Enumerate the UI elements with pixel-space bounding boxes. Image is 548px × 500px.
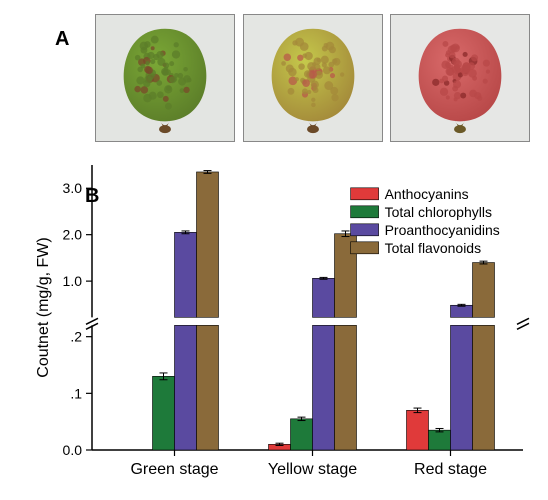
bar-Green stage-flavonoids-upper	[197, 172, 219, 317]
bar-Green stage-proanthocyanidins-lower	[175, 325, 197, 450]
bar-Yellow stage-chlorophylls	[291, 419, 313, 450]
bar-Red stage-proanthocyanidins-upper	[451, 305, 473, 317]
svg-text:1.0: 1.0	[63, 273, 83, 289]
legend-label-chlorophylls: Total chlorophylls	[385, 204, 492, 220]
red-stage-fruit	[390, 14, 530, 142]
svg-text:3.0: 3.0	[63, 180, 83, 196]
green-stage-fruit	[95, 14, 235, 142]
bar-Green stage-chlorophylls	[153, 376, 175, 450]
legend-swatch-flavonoids	[351, 242, 379, 254]
bar-Yellow stage-proanthocyanidins-lower	[313, 325, 335, 450]
bar-Yellow stage-flavonoids-lower	[335, 325, 357, 450]
yellow-stage-fruit	[243, 14, 383, 142]
legend-swatch-anthocyanins	[351, 188, 379, 200]
svg-text:.1: .1	[70, 385, 82, 401]
bar-Green stage-flavonoids-lower	[197, 325, 219, 450]
svg-text:0.0: 0.0	[63, 442, 83, 458]
bar-Red stage-chlorophylls	[429, 430, 451, 450]
svg-text:2.0: 2.0	[63, 227, 83, 243]
svg-text:Yellow stage: Yellow stage	[268, 461, 357, 478]
panel-a	[0, 10, 548, 150]
panel-b-chart: 0.0 .1 .2 1.0 2.0 3.0 Coutnet (mg/g, FW) Green …	[30, 155, 535, 490]
bar-Green stage-proanthocyanidins-upper	[175, 232, 197, 317]
legend-label-anthocyanins: Anthocyanins	[385, 186, 469, 202]
legend-label-proanthocyanidins: Proanthocyanidins	[385, 222, 500, 238]
legend-swatch-chlorophylls	[351, 206, 379, 218]
bar-Red stage-proanthocyanidins-lower	[451, 325, 473, 450]
svg-text:Green stage: Green stage	[130, 461, 218, 478]
bar-Red stage-anthocyanins	[407, 410, 429, 450]
svg-text:Coutnet (mg/g, FW): Coutnet (mg/g, FW)	[35, 237, 52, 377]
legend-swatch-proanthocyanidins	[351, 224, 379, 236]
svg-text:Red stage: Red stage	[414, 461, 487, 478]
bar-Red stage-flavonoids-upper	[473, 263, 495, 318]
bar-Red stage-flavonoids-lower	[473, 325, 495, 450]
legend-label-flavonoids: Total flavonoids	[385, 240, 482, 256]
svg-text:.2: .2	[70, 329, 82, 345]
bar-Yellow stage-proanthocyanidins-upper	[313, 278, 335, 317]
